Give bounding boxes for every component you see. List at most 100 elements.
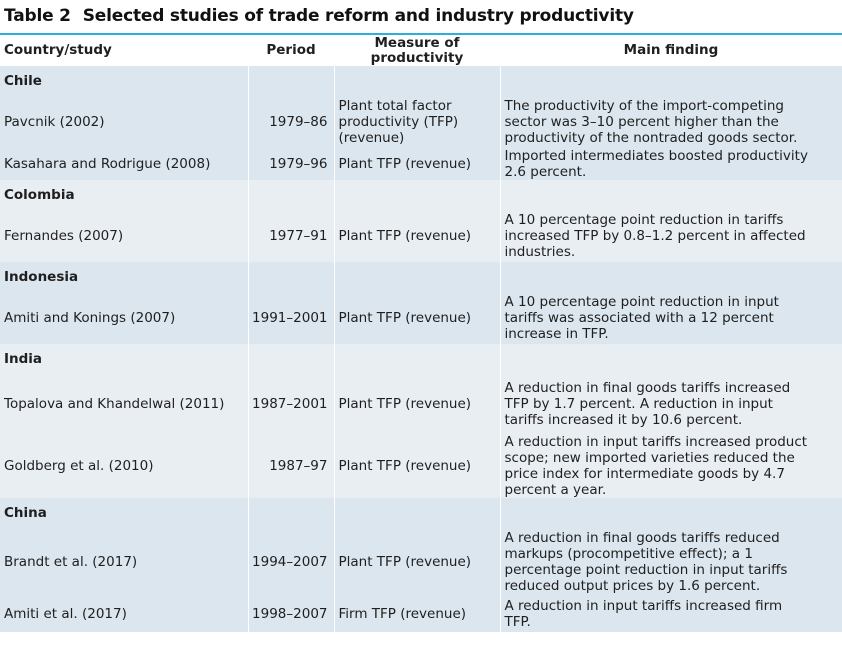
- empty-cell: [500, 66, 842, 96]
- study-period: 1994–2007: [248, 528, 335, 596]
- measure-line: Plant TFP (revenue): [338, 310, 472, 326]
- productivity-measure: Plant total factor productivity (TFP) (rev…: [334, 96, 501, 148]
- study-name: Amiti et al. (2017): [0, 596, 249, 632]
- measure-line: Plant TFP (revenue): [338, 554, 472, 570]
- empty-cell: [500, 180, 842, 210]
- measure-line: Plant total factor: [338, 98, 452, 114]
- main-finding: The productivity of the import-competing…: [500, 96, 842, 148]
- empty-cell: [248, 66, 335, 96]
- header-measure: Measure of productivity: [334, 35, 500, 66]
- finding-line: markups (procompetitive effect); a 1: [504, 546, 753, 562]
- measure-line: Firm TFP (revenue): [338, 606, 467, 622]
- header-measure-line: Measure of: [374, 34, 460, 51]
- country-name: Colombia: [0, 180, 249, 210]
- study-period: 1991–2001: [248, 292, 335, 344]
- empty-cell: [248, 180, 335, 210]
- header-measure-line: productivity: [370, 49, 464, 66]
- finding-line: TFP by 1.7 percent. A reduction in input: [504, 396, 773, 412]
- study-row: Amiti et al. (2017) 1998–2007 Firm TFP (re…: [0, 596, 842, 632]
- productivity-measure: Plant TFP (revenue): [334, 434, 501, 498]
- country-row: China: [0, 498, 842, 528]
- empty-cell: [334, 262, 501, 292]
- table-caption: Selected studies of trade reform and ind…: [82, 6, 634, 26]
- main-finding: A reduction in final goods tariffs incre…: [500, 374, 842, 434]
- finding-line: A reduction in input tariffs increased p…: [504, 434, 808, 450]
- finding-line: tariffs increased it by 10.6 percent.: [504, 412, 743, 428]
- empty-cell: [248, 498, 335, 528]
- measure-line: (revenue): [338, 130, 405, 146]
- finding-line: reduced output prices by 1.6 percent.: [504, 578, 761, 594]
- main-finding: A 10 percentage point reduction in tarif…: [500, 210, 842, 262]
- productivity-measure: Firm TFP (revenue): [334, 596, 501, 632]
- finding-line: price index for intermediate goods by 4.…: [504, 466, 785, 482]
- productivity-measure: Plant TFP (revenue): [334, 148, 501, 180]
- country-row: India: [0, 344, 842, 374]
- finding-line: The productivity of the import-competing: [504, 98, 784, 114]
- productivity-measure: Plant TFP (revenue): [334, 292, 501, 344]
- study-name: Brandt et al. (2017): [0, 528, 249, 596]
- finding-line: increase in TFP.: [504, 326, 609, 342]
- finding-line: industries.: [504, 244, 576, 260]
- table-number: Table 2: [4, 6, 71, 26]
- study-row: Topalova and Khandelwal (2011) 1987–2001 P…: [0, 374, 842, 434]
- study-name: Goldberg et al. (2010): [0, 434, 249, 498]
- country-row: Colombia: [0, 180, 842, 210]
- study-row: Kasahara and Rodrigue (2008) 1979–96 Plant…: [0, 148, 842, 180]
- finding-line: A reduction in final goods tariffs reduc…: [504, 530, 780, 546]
- productivity-measure: Plant TFP (revenue): [334, 528, 501, 596]
- country-name: India: [0, 344, 249, 374]
- study-period: 1977–91: [248, 210, 335, 262]
- finding-line: A reduction in final goods tariffs incre…: [504, 380, 791, 396]
- finding-line: TFP.: [504, 614, 531, 630]
- finding-line: increased TFP by 0.8–1.2 percent in affe…: [504, 228, 806, 244]
- study-name: Fernandes (2007): [0, 210, 249, 262]
- study-period: 1987–2001: [248, 374, 335, 434]
- main-finding: A reduction in input tariffs increased p…: [500, 434, 842, 498]
- finding-line: productivity of the nontraded goods sect…: [504, 130, 798, 146]
- measure-line: Plant TFP (revenue): [338, 458, 472, 474]
- header-finding: Main finding: [500, 35, 842, 66]
- empty-cell: [248, 262, 335, 292]
- study-row: Brandt et al. (2017) 1994–2007 Plant TFP (…: [0, 528, 842, 596]
- productivity-measure: Plant TFP (revenue): [334, 210, 501, 262]
- study-period: 1987–97: [248, 434, 335, 498]
- finding-line: sector was 3–10 percent higher than the: [504, 114, 779, 130]
- country-name: Indonesia: [0, 262, 249, 292]
- table-title: Table 2 Selected studies of trade reform …: [4, 6, 634, 26]
- country-row: Indonesia: [0, 262, 842, 292]
- study-row: Amiti and Konings (2007) 1991–2001 Plant T…: [0, 292, 842, 344]
- table-body: Chile Pavcnik (2002) 1979–86 Plant total fa…: [0, 66, 842, 632]
- empty-cell: [500, 498, 842, 528]
- finding-line: scope; new imported varieties reduced th…: [504, 450, 795, 466]
- study-row: Fernandes (2007) 1977–91 Plant TFP (revenu…: [0, 210, 842, 262]
- finding-line: percentage point reduction in input tari…: [504, 562, 788, 578]
- study-period: 1998–2007: [248, 596, 335, 632]
- empty-cell: [334, 180, 501, 210]
- finding-line: A reduction in input tariffs increased f…: [504, 598, 783, 614]
- finding-line: A 10 percentage point reduction in input: [504, 294, 779, 310]
- measure-line: Plant TFP (revenue): [338, 396, 472, 412]
- main-finding: Imported intermediates boosted productiv…: [500, 148, 842, 180]
- finding-line: percent a year.: [504, 482, 607, 498]
- measure-line: Plant TFP (revenue): [338, 156, 472, 172]
- country-row: Chile: [0, 66, 842, 96]
- measure-line: Plant TFP (revenue): [338, 228, 472, 244]
- main-finding: A reduction in input tariffs increased f…: [500, 596, 842, 632]
- finding-line: tariffs was associated with a 12 percent: [504, 310, 774, 326]
- country-name: China: [0, 498, 249, 528]
- study-row: Goldberg et al. (2010) 1987–97 Plant TFP (…: [0, 434, 842, 498]
- measure-line: productivity (TFP): [338, 114, 459, 130]
- empty-cell: [500, 344, 842, 374]
- header-period: Period: [248, 35, 334, 66]
- study-name: Kasahara and Rodrigue (2008): [0, 148, 249, 180]
- study-name: Amiti and Konings (2007): [0, 292, 249, 344]
- study-name: Topalova and Khandelwal (2011): [0, 374, 249, 434]
- empty-cell: [334, 344, 501, 374]
- study-row: Pavcnik (2002) 1979–86 Plant total factor p…: [0, 96, 842, 148]
- study-period: 1979–96: [248, 148, 335, 180]
- country-name: Chile: [0, 66, 249, 96]
- header-country: Country/study: [0, 35, 248, 66]
- finding-line: A 10 percentage point reduction in tarif…: [504, 212, 784, 228]
- studies-table: Country/study Period Measure of producti…: [0, 35, 842, 632]
- empty-cell: [334, 66, 501, 96]
